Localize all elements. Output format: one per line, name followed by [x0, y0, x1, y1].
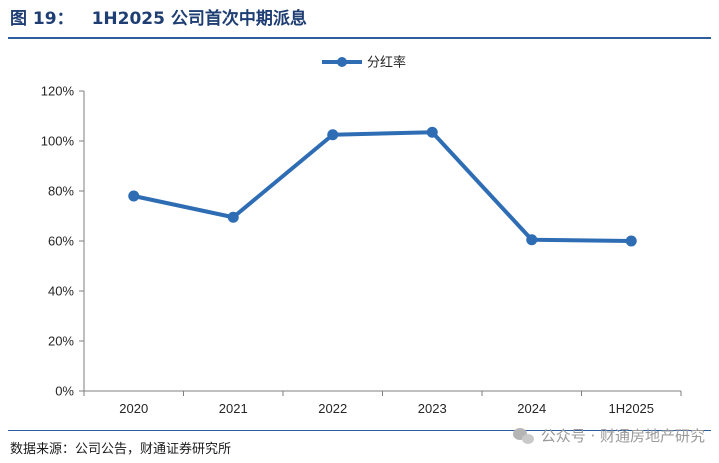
data-point [227, 211, 239, 223]
x-tick-label: 2024 [517, 401, 546, 416]
y-axis: 0% 20% 40% 60% 80% 100% 120% [41, 84, 85, 399]
watermark: 公众号 · 财通房地产研究 [512, 425, 705, 447]
series-line [133, 130, 632, 243]
data-point [426, 126, 438, 138]
line-chart: 分红率 0%20%40%60%80%100%120% 2020 2021 2022 2… [41, 55, 682, 416]
source-rule [8, 430, 711, 431]
x-tick-label: 2022 [318, 401, 347, 416]
watermark-text: 公众号 · 财通房地产研究 [540, 427, 705, 445]
y-tick-label: 100% [41, 134, 75, 149]
data-source: 数据来源：公司公告，财通证券研究所 [10, 442, 232, 457]
x-tick-label: 2020 [119, 401, 148, 416]
y-tick-label: 20% [48, 334, 74, 349]
y-tick-label: 120% [41, 84, 75, 99]
x-axis: 2020 2021 2022 2023 2024 1H2025 [83, 390, 682, 416]
plot-area [128, 126, 637, 247]
x-tick-label: 1H2025 [608, 401, 654, 416]
x-tick-label: 2023 [418, 401, 447, 416]
data-point [625, 235, 637, 247]
figure-title-text: 1H2025 公司首次中期派息 [91, 9, 307, 29]
title-rule [8, 37, 711, 39]
data-point [526, 234, 538, 246]
y-tick-label: 80% [48, 184, 74, 199]
legend-label: 分红率 [367, 55, 406, 70]
wechat-icon [512, 426, 535, 446]
y-tick-label: 40% [48, 284, 74, 299]
legend-marker [337, 57, 347, 67]
legend: 分红率 [322, 55, 406, 70]
y-tick-label: 0% [55, 384, 74, 399]
figure-title: 图 19： 1H2025 公司首次中期派息 [10, 6, 307, 32]
figure-number: 图 19： [10, 9, 74, 29]
y-tick-label: 60% [48, 234, 74, 249]
x-tick-label: 2021 [219, 401, 248, 416]
data-point [327, 129, 339, 141]
data-point [128, 190, 140, 202]
